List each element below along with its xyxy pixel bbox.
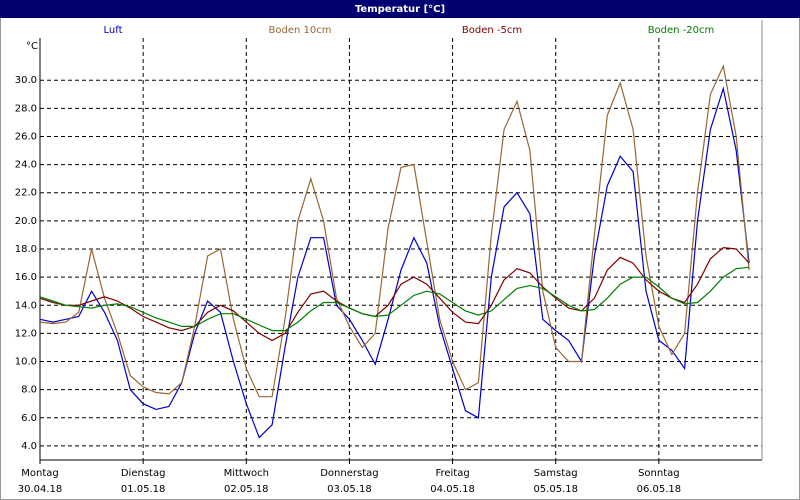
x-tick-label: Donnerstag (320, 468, 378, 479)
y-tick-label: 26.0 (15, 131, 37, 142)
series-line (39, 266, 750, 332)
y-tick-label: 22.0 (15, 188, 37, 199)
y-tick-label: 28.0 (15, 103, 37, 114)
y-tick-label: 16.0 (15, 272, 37, 283)
x-tick-date: 05.05.18 (533, 484, 578, 495)
x-tick-label: Dienstag (121, 468, 166, 479)
x-tick-date: 02.05.18 (224, 484, 269, 495)
series-line (39, 246, 750, 342)
y-tick-label: 20.0 (15, 216, 37, 227)
legend-entry: Boden -5cm (462, 25, 522, 36)
chart-title: Temperatur [°C] (355, 4, 445, 15)
x-tick-label: Mittwoch (224, 468, 269, 479)
y-tick-label: 4.0 (21, 441, 37, 452)
title-bar (0, 0, 800, 18)
x-tick-date: 30.04.18 (18, 484, 63, 495)
y-tick-label: 6.0 (21, 413, 37, 424)
y-tick-label: 18.0 (15, 244, 37, 255)
y-tick-label: 14.0 (15, 300, 37, 311)
y-tick-label: 12.0 (15, 328, 37, 339)
legend-entry: Boden -20cm (648, 25, 715, 36)
series-line (39, 64, 750, 398)
x-tick-date: 01.05.18 (121, 484, 166, 495)
x-tick-label: Samstag (534, 468, 578, 479)
x-tick-label: Freitag (435, 468, 469, 479)
x-tick-date: 06.05.18 (637, 484, 682, 495)
x-tick-label: Montag (21, 468, 58, 479)
y-tick-label: 30.0 (15, 75, 37, 86)
legend-entry: Boden 10cm (269, 25, 332, 36)
y-tick-label: 10.0 (15, 357, 37, 368)
y-tick-label: 8.0 (21, 385, 37, 396)
legend-entry: Luft (104, 25, 123, 36)
x-tick-label: Sonntag (638, 468, 680, 479)
x-tick-date: 04.05.18 (430, 484, 475, 495)
y-tick-label: 24.0 (15, 160, 37, 171)
y-unit-label: °C (26, 41, 38, 52)
x-tick-date: 03.05.18 (327, 484, 372, 495)
